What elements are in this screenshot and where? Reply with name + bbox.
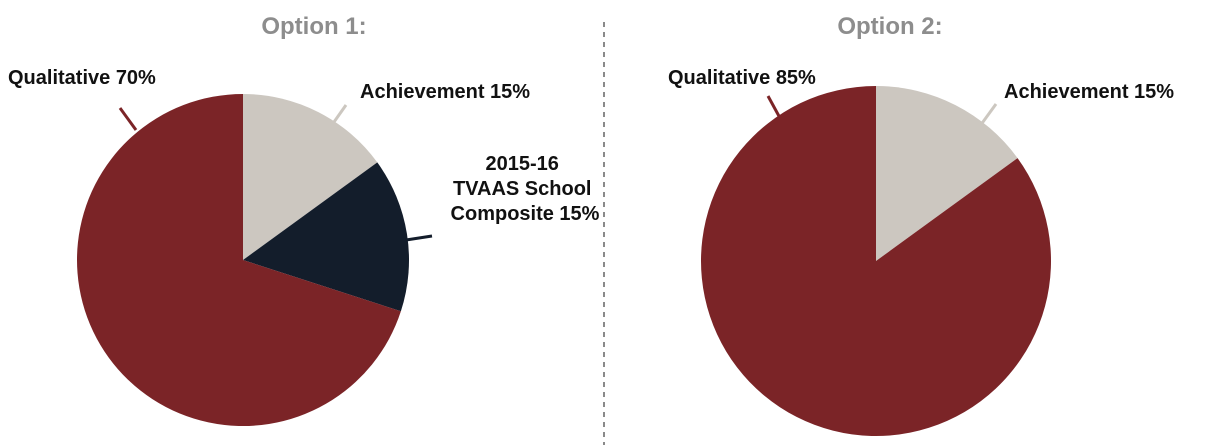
option-1-title: Option 1: [261,13,366,40]
option-2-achievement-label: Achievement 15% [1004,81,1174,103]
option-2-achievement-leader [978,103,998,127]
option-1-tvaas-label: 2015-16 TVAAS School Composite 15% [451,153,600,225]
option-1-tvaas-label-line-2: TVAAS School [453,178,592,200]
option-1-achievement-label: Achievement 15% [360,81,530,103]
option-2-pie-slice-0 [876,86,1018,261]
option-1-achievement-leader [332,104,348,123]
option-1-tvaas-leader [405,234,433,242]
option-2-pie [701,86,1052,436]
option-2-qualitative-leader [766,95,782,119]
option-1-chart: Option 1: Qualitative 70% Achievement 15… [8,13,600,426]
option-1-pie [77,94,410,426]
option-1-tvaas-label-line-1: 2015-16 [486,153,559,175]
option-2-qualitative-label: Qualitative 85% [668,67,816,89]
option-2-chart: Option 2: Qualitative 85% Achievement 15… [668,13,1174,436]
option-1-pie-slice-2 [77,94,401,426]
option-1-pie-slice-1 [243,162,410,312]
option-1-qualitative-label: Qualitative 70% [8,67,156,89]
option-1-qualitative-leader [118,107,138,131]
option-1-tvaas-label-line-3: Composite 15% [451,203,600,225]
option-2-title: Option 2: [837,13,942,40]
option-2-pie-slice-1 [701,86,1052,436]
option-1-pie-slice-0 [243,94,378,260]
